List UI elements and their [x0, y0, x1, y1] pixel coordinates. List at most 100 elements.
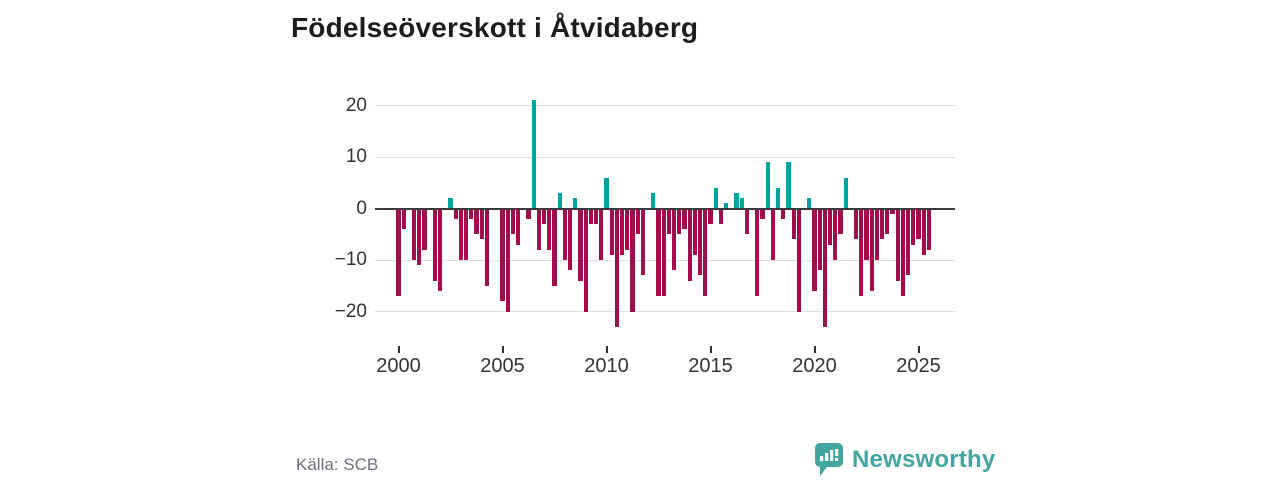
- bar: [583, 208, 588, 312]
- y-axis-label: 10: [345, 146, 367, 167]
- bar: [484, 208, 489, 286]
- x-axis-label: 2010: [584, 355, 629, 377]
- bar: [874, 208, 879, 260]
- y-axis-label: 20: [345, 94, 367, 116]
- bar: [562, 208, 567, 260]
- bar: [708, 208, 713, 224]
- chart-title: Födelseöverskott i Åtvidaberg: [291, 12, 699, 43]
- bar: [791, 208, 796, 240]
- bar: [900, 208, 905, 297]
- x-axis-tick: [709, 346, 712, 353]
- bar: [609, 208, 614, 255]
- bar: [614, 208, 619, 327]
- bar: [479, 208, 484, 240]
- bar: [396, 208, 401, 297]
- bar: [500, 208, 505, 302]
- bar: [599, 208, 604, 260]
- x-axis-tick: [813, 346, 816, 353]
- x-axis-tick: [397, 346, 400, 353]
- bar: [895, 208, 900, 281]
- y-axis-label: 0: [356, 197, 367, 219]
- bar: [828, 208, 833, 245]
- bar: [510, 208, 515, 235]
- bar: [682, 208, 687, 230]
- bar: [687, 208, 692, 281]
- bar: [692, 208, 697, 255]
- bar: [458, 208, 463, 260]
- bar: [703, 208, 708, 297]
- bar: [578, 208, 583, 281]
- gridline: [375, 311, 955, 312]
- newsworthy-logo: Newsworthy: [813, 442, 995, 477]
- bar: [666, 208, 671, 235]
- bar: [438, 208, 443, 291]
- bar: [744, 208, 749, 235]
- bar: [568, 208, 573, 271]
- bar: [926, 208, 931, 250]
- bar: [573, 198, 578, 209]
- bar: [869, 208, 874, 291]
- bar: [672, 208, 677, 271]
- newsworthy-wordmark: Newsworthy: [852, 445, 996, 473]
- newsworthy-bubble-icon: [813, 442, 844, 477]
- x-axis-label: 2015: [688, 355, 733, 377]
- bar: [661, 208, 666, 297]
- bar: [656, 208, 661, 297]
- bar: [422, 208, 427, 250]
- bar: [817, 208, 822, 271]
- gridline: [375, 156, 955, 158]
- x-axis-tick: [501, 346, 504, 353]
- bar: [469, 208, 474, 219]
- bar: [833, 208, 838, 260]
- bar: [812, 208, 817, 291]
- bar: [776, 187, 781, 209]
- bar: [630, 208, 635, 312]
- bar: [885, 208, 890, 235]
- bar: [640, 208, 645, 276]
- bar: [739, 198, 744, 209]
- bar: [453, 208, 458, 219]
- bar: [698, 208, 703, 276]
- gridline: [375, 105, 955, 106]
- bar: [526, 208, 531, 219]
- bar: [713, 187, 718, 209]
- bar: [765, 162, 770, 209]
- x-axis-tick: [917, 346, 920, 353]
- bar: [594, 208, 599, 224]
- bar: [635, 208, 640, 235]
- bar: [796, 208, 801, 312]
- bar: [822, 208, 827, 327]
- bar: [412, 208, 417, 260]
- bar: [890, 208, 895, 214]
- bar: [531, 100, 536, 209]
- bar: [588, 208, 593, 224]
- plot-area: 20 10 0 −10 −20 2000 2005 2010 2015 2020 2025: [335, 95, 955, 377]
- bar: [911, 208, 916, 245]
- bar: [843, 177, 848, 209]
- bar: [536, 208, 541, 250]
- bar: [677, 208, 682, 235]
- zero-axis-line: [375, 207, 955, 210]
- bar: [552, 208, 557, 286]
- bar: [547, 208, 552, 250]
- bar: [854, 208, 859, 240]
- bar: [838, 208, 843, 235]
- x-axis-label: 2000: [376, 355, 421, 377]
- bar: [770, 208, 775, 260]
- x-axis-label: 2020: [792, 355, 837, 377]
- bar: [734, 193, 739, 209]
- source-label: Källa: SCB: [296, 455, 379, 474]
- bar: [807, 198, 812, 209]
- bar: [906, 208, 911, 276]
- bar: [786, 162, 791, 209]
- bar: [859, 208, 864, 297]
- bar: [781, 208, 786, 219]
- y-axis-label: −20: [334, 300, 367, 322]
- bar: [474, 208, 479, 235]
- bar: [755, 208, 760, 297]
- bar: [864, 208, 869, 260]
- bar: [505, 208, 510, 312]
- bar: [625, 208, 630, 250]
- bar: [432, 208, 437, 281]
